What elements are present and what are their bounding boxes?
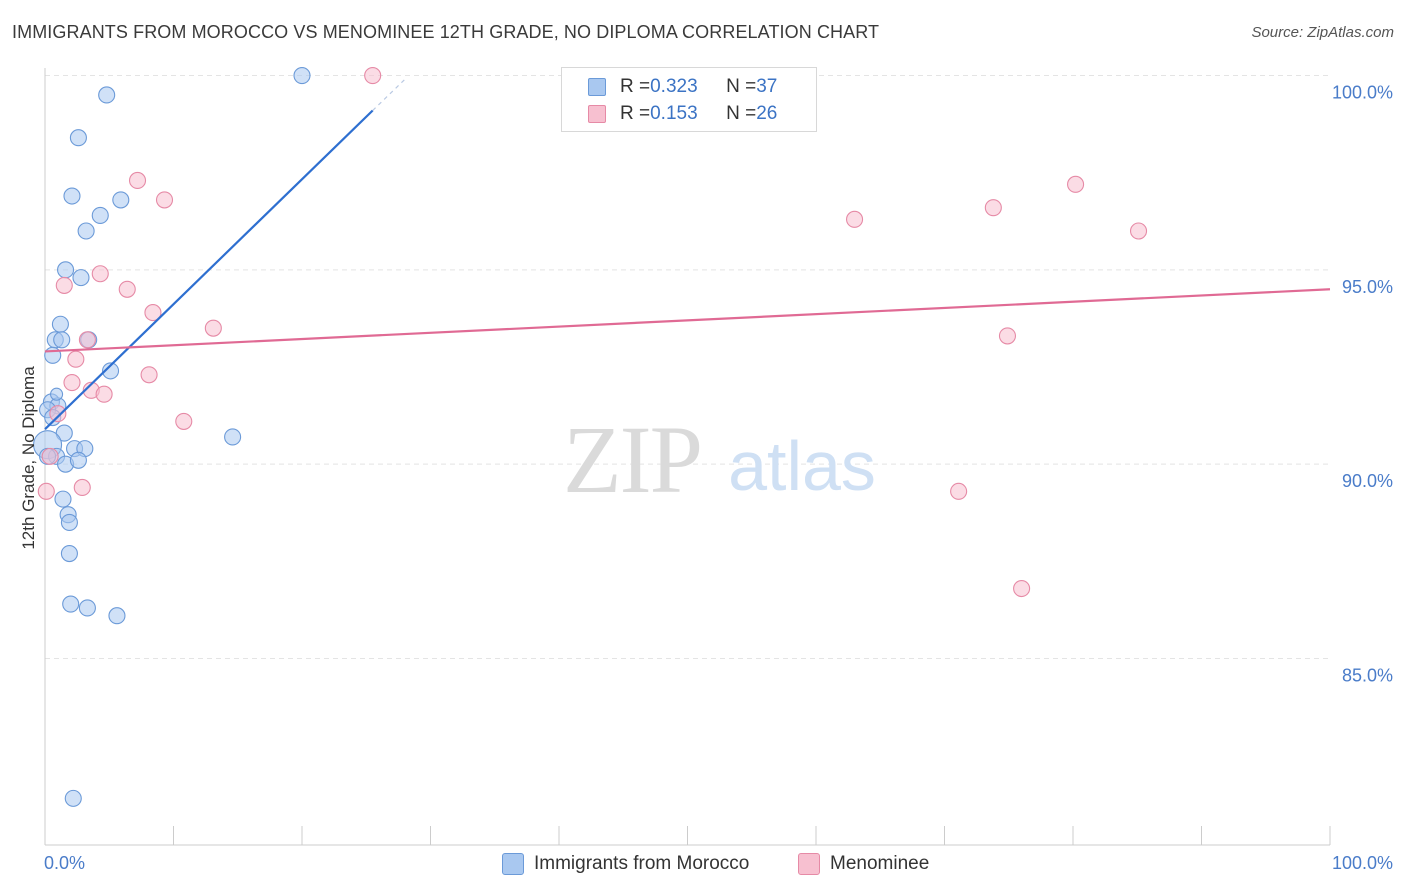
series-legend-morocco: Immigrants from Morocco (502, 853, 749, 875)
legend-r-label: R = (620, 103, 651, 124)
pink-data-point (73, 478, 91, 497)
axes: 100.0% 95.0% 90.0% 85.0% (44, 68, 1393, 846)
blue-data-point (108, 607, 126, 625)
pink-data-point (78, 331, 96, 349)
pink-data-point (1067, 175, 1085, 193)
pink-data-point (175, 412, 193, 430)
pink-data-point (55, 276, 73, 294)
series-name-menominee: Menominee (830, 853, 930, 874)
pink-data-point (67, 350, 85, 368)
x-tick-label-left: 0.0% (44, 853, 85, 873)
pink-data-point (91, 265, 109, 283)
pink-data-point (144, 304, 162, 322)
pink-data-point (49, 405, 67, 423)
series-swatch-blue (502, 853, 524, 875)
pink-data-point (118, 280, 136, 298)
pink-data-point (204, 319, 222, 337)
trend-lines (44, 78, 1331, 430)
watermark-zip: ZIP (563, 406, 701, 513)
blue-data-point (101, 362, 120, 380)
data-points (33, 66, 1148, 807)
blue-data-point (224, 428, 242, 446)
blue-data-point (91, 206, 109, 224)
source-label: Source: ZipAtlas.com (1251, 24, 1394, 41)
correlation-legend: R = 0.323 N = 37 R = 0.153 N = 26 (561, 67, 817, 132)
blue-data-point (77, 222, 95, 240)
pink-data-point (128, 171, 147, 190)
y-tick-label: 85.0% (1342, 665, 1393, 685)
blue-data-point (72, 269, 90, 287)
legend-n-value: 37 (756, 76, 778, 97)
legend-n-label: N = (726, 76, 757, 97)
pink-data-point (95, 385, 113, 403)
blue-data-point (98, 86, 116, 104)
pink-trend-line (44, 288, 1331, 353)
series-legend: Immigrants from Morocco Menominee (0, 851, 1406, 879)
chart-title: IMMIGRANTS FROM MOROCCO VS MENOMINEE 12T… (12, 22, 880, 42)
legend-row-morocco: R = 0.323 N = 37 (588, 74, 777, 100)
legend-row-menominee: R = 0.153 N = 26 (588, 101, 777, 127)
pink-data-point (155, 191, 174, 209)
pink-data-point (41, 447, 59, 465)
legend-r-value: 0.153 (650, 103, 698, 124)
pink-data-point (950, 482, 968, 500)
blue-data-point (64, 789, 82, 807)
pink-data-point (140, 366, 158, 384)
blue-data-point (51, 315, 69, 333)
pink-data-point (364, 66, 382, 85)
legend-r-label: R = (620, 76, 651, 97)
blue-data-point (57, 261, 75, 279)
grid-lines (45, 75, 1330, 659)
blue-trend-line (44, 109, 374, 430)
blue-data-point (63, 187, 81, 205)
legend-n-label: N = (726, 103, 757, 124)
pink-data-point (1129, 222, 1148, 240)
pink-data-point (845, 210, 864, 228)
series-swatch-pink (798, 853, 820, 875)
y-axis-label: 12th Grade, No Diploma (19, 366, 38, 550)
blue-trend-extension (372, 78, 406, 111)
pink-data-point (998, 327, 1017, 345)
blue-data-point (50, 387, 64, 401)
blue-data-point (78, 599, 96, 617)
y-tick-label: 100.0% (1332, 83, 1393, 103)
blue-data-point (293, 66, 311, 85)
watermark: ZIP atlas (563, 406, 876, 513)
legend-r-value: 0.323 (650, 76, 698, 97)
series-name-morocco: Immigrants from Morocco (534, 853, 750, 874)
x-tick-label-right: 100.0% (1332, 853, 1393, 873)
pink-data-point (1013, 579, 1031, 598)
pink-data-point (63, 373, 81, 392)
legend-swatch-blue (588, 78, 606, 96)
pink-data-point (37, 482, 55, 500)
y-tick-label: 90.0% (1342, 471, 1393, 491)
series-legend-menominee: Menominee (798, 853, 929, 875)
pink-data-point (984, 199, 1002, 217)
blue-data-point (69, 129, 87, 147)
blue-data-point (69, 451, 87, 469)
watermark-atlas: atlas (728, 427, 876, 505)
blue-data-point (112, 191, 130, 209)
legend-n-value: 26 (756, 103, 778, 124)
blue-data-point (53, 331, 71, 349)
blue-data-point (62, 595, 80, 613)
blue-data-point (54, 490, 72, 508)
blue-data-point (60, 544, 78, 563)
blue-data-point (60, 513, 78, 532)
y-tick-label: 95.0% (1342, 277, 1393, 297)
legend-swatch-pink (588, 105, 606, 123)
